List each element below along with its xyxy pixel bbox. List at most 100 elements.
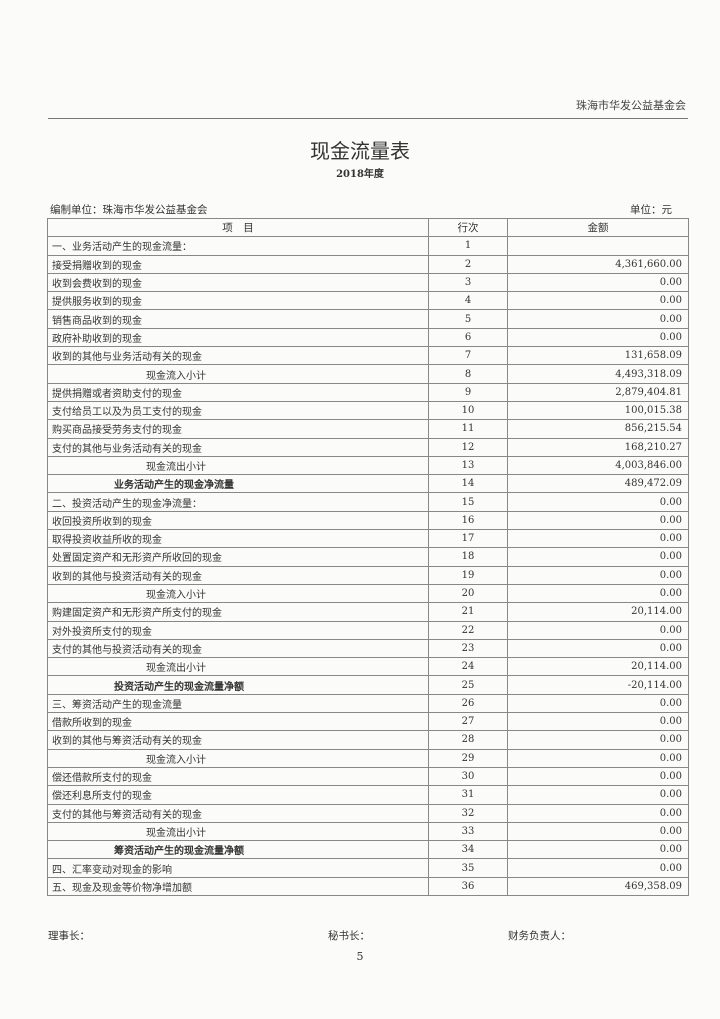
table-row: 取得投资收益所收的现金 17 0.00 xyxy=(47,529,689,549)
finance-signature: 财务负责人： xyxy=(508,930,571,942)
row-item: 四、汇率变动对现金的影响 xyxy=(47,858,429,878)
row-line-number: 34 xyxy=(428,840,508,860)
row-line-number: 3 xyxy=(428,272,508,293)
row-amount: 0.00 xyxy=(507,583,689,604)
row-item: 提供服务收到的现金 xyxy=(47,291,429,311)
row-amount: 856,215.54 xyxy=(507,419,689,439)
table-row: 支付给员工以及为员工支付的现金 10 100,015.38 xyxy=(47,400,689,421)
row-line-number: 35 xyxy=(428,858,508,878)
table-row: 政府补助收到的现金 6 0.00 xyxy=(47,327,689,348)
table-row: 购建固定资产和无形资产所支付的现金 21 20,114.00 xyxy=(47,602,689,622)
column-header-line: 行次 xyxy=(428,217,508,238)
table-row: 四、汇率变动对现金的影响 35 0.00 xyxy=(47,858,689,878)
table-row: 现金流出小计 13 4,003,846.00 xyxy=(47,455,689,476)
row-amount: 4,361,660.00 xyxy=(507,254,689,274)
row-item: 五、现金及现金等价物净增加额 xyxy=(47,876,429,896)
row-line-number: 31 xyxy=(428,785,508,805)
row-line-number: 33 xyxy=(428,821,508,842)
row-item: 销售商品收到的现金 xyxy=(47,309,429,329)
row-line-number: 8 xyxy=(428,364,508,384)
row-amount: 0.00 xyxy=(507,693,689,714)
row-amount: 0.00 xyxy=(507,620,689,640)
row-item: 三、筹资活动产生的现金流量 xyxy=(47,693,429,714)
row-amount: 2,879,404.81 xyxy=(507,382,689,402)
row-line-number: 9 xyxy=(428,382,508,402)
row-line-number: 19 xyxy=(428,565,508,585)
row-item: 业务活动产生的现金净流量 xyxy=(47,474,429,494)
page-number: 5 xyxy=(356,950,364,963)
row-line-number: 12 xyxy=(428,437,508,457)
row-amount: 0.00 xyxy=(507,821,689,842)
row-amount: 0.00 xyxy=(507,785,689,805)
row-item: 收到会费收到的现金 xyxy=(47,272,429,293)
row-line-number: 5 xyxy=(428,309,508,329)
row-line-number: 29 xyxy=(428,748,508,768)
row-line-number: 15 xyxy=(428,492,508,512)
row-item: 政府补助收到的现金 xyxy=(47,327,429,348)
row-line-number: 32 xyxy=(428,803,508,823)
row-item: 购买商品接受劳务支付的现金 xyxy=(47,419,429,439)
row-amount: 0.00 xyxy=(507,327,689,348)
table-row: 投资活动产生的现金流量净额 25 -20,114.00 xyxy=(47,675,689,695)
row-line-number: 2 xyxy=(428,254,508,274)
table-row: 接受捐赠收到的现金 2 4,361,660.00 xyxy=(47,254,689,274)
row-amount: 20,114.00 xyxy=(507,602,689,622)
row-amount: 0.00 xyxy=(507,547,689,567)
report-period: 2018年度 xyxy=(336,169,384,180)
secretary-signature: 秘书长： xyxy=(328,930,370,942)
row-item: 对外投资所支付的现金 xyxy=(47,620,429,640)
row-line-number: 1 xyxy=(428,236,508,256)
row-line-number: 22 xyxy=(428,620,508,640)
row-item: 接受捐赠收到的现金 xyxy=(47,254,429,274)
row-line-number: 18 xyxy=(428,547,508,567)
row-item: 现金流入小计 xyxy=(47,364,429,384)
row-amount: 4,493,318.09 xyxy=(507,364,689,384)
table-row: 偿还借款所支付的现金 30 0.00 xyxy=(47,766,689,787)
table-row: 一、业务活动产生的现金流量： 1 xyxy=(47,236,689,256)
row-amount: 168,210.27 xyxy=(507,437,689,457)
table-row: 借款所收到的现金 27 0.00 xyxy=(47,712,689,732)
row-item: 二、投资活动产生的现金净流量： xyxy=(47,492,429,512)
row-item: 取得投资收益所收的现金 xyxy=(47,529,429,549)
table-row: 现金流入小计 29 0.00 xyxy=(47,748,689,768)
row-amount: 469,358.09 xyxy=(507,876,689,896)
row-amount: 100,015.38 xyxy=(507,400,689,421)
row-item: 收回投资所收到的现金 xyxy=(47,510,429,531)
table-row: 对外投资所支付的现金 22 0.00 xyxy=(47,620,689,640)
row-amount xyxy=(507,236,689,256)
row-amount: 0.00 xyxy=(507,638,689,659)
row-item: 购建固定资产和无形资产所支付的现金 xyxy=(47,602,429,622)
row-item: 收到的其他与投资活动有关的现金 xyxy=(47,565,429,585)
table-row: 购买商品接受劳务支付的现金 11 856,215.54 xyxy=(47,419,689,439)
column-header-item: 项 目 xyxy=(47,217,429,238)
row-item: 收到的其他与筹资活动有关的现金 xyxy=(47,730,429,750)
table-row: 支付的其他与业务活动有关的现金 12 168,210.27 xyxy=(47,437,689,457)
table-row: 销售商品收到的现金 5 0.00 xyxy=(47,309,689,329)
table-row: 现金流出小计 33 0.00 xyxy=(47,821,689,842)
table-row: 现金流入小计 8 4,493,318.09 xyxy=(47,364,689,384)
page-title: 现金流量表 xyxy=(310,139,410,163)
row-line-number: 6 xyxy=(428,327,508,348)
table-row: 支付的其他与投资活动有关的现金 23 0.00 xyxy=(47,638,689,659)
row-line-number: 4 xyxy=(428,291,508,311)
row-item: 投资活动产生的现金流量净额 xyxy=(47,675,429,695)
row-item: 现金流出小计 xyxy=(47,455,429,476)
table-row: 提供捐赠或者资助支付的现金 9 2,879,404.81 xyxy=(47,382,689,402)
row-item: 现金流出小计 xyxy=(47,657,429,677)
row-line-number: 13 xyxy=(428,455,508,476)
row-line-number: 25 xyxy=(428,675,508,695)
row-item: 提供捐赠或者资助支付的现金 xyxy=(47,382,429,402)
table-row: 现金流入小计 20 0.00 xyxy=(47,583,689,604)
row-item: 一、业务活动产生的现金流量： xyxy=(47,236,429,256)
row-line-number: 17 xyxy=(428,529,508,549)
table-row: 收到的其他与业务活动有关的现金 7 131,658.09 xyxy=(47,346,689,366)
row-line-number: 10 xyxy=(428,400,508,421)
column-header-amount: 金额 xyxy=(507,217,689,238)
row-line-number: 14 xyxy=(428,474,508,494)
organization-header: 珠海市华发公益基金会 xyxy=(576,99,686,112)
row-amount: 131,658.09 xyxy=(507,346,689,366)
table-row: 收到的其他与投资活动有关的现金 19 0.00 xyxy=(47,565,689,585)
row-item: 偿还借款所支付的现金 xyxy=(47,766,429,787)
row-amount: 0.00 xyxy=(507,565,689,585)
table-row: 收回投资所收到的现金 16 0.00 xyxy=(47,510,689,531)
